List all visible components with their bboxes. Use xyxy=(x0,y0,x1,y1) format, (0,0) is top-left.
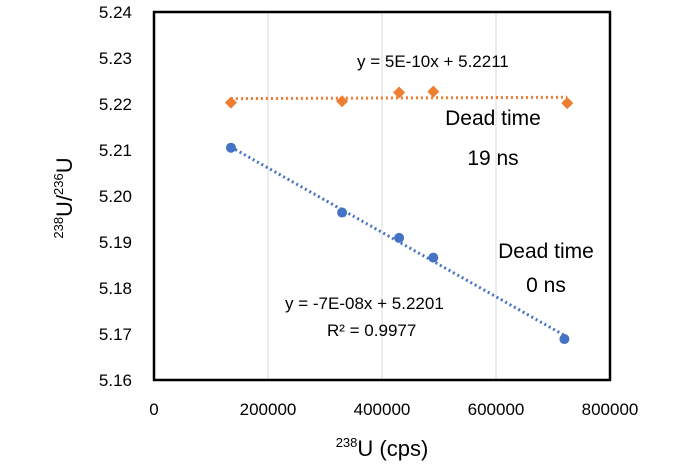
y-axis-title-main-1: U/ xyxy=(52,194,77,217)
y-axis-title-superscript-1: 238 xyxy=(51,217,66,239)
x-axis-title-superscript: 238 xyxy=(336,435,358,450)
blue-series-point xyxy=(394,232,405,243)
orange-series-trendline xyxy=(230,95,568,101)
orange-series-point xyxy=(561,97,574,110)
blue-series-label-line2: 0 ns xyxy=(526,274,566,297)
y-tick-label: 5.23 xyxy=(99,49,132,68)
y-tick-label: 5.18 xyxy=(99,279,132,298)
orange-series-label-line1: Dead time xyxy=(445,107,541,130)
x-tick-label: 800000 xyxy=(582,400,639,419)
blue-series-r-squared: R² = 0.9977 xyxy=(327,321,416,340)
tick-labels: 0 200000 400000 600000 800000 5.16 5.17 5.18 5.1… xyxy=(99,3,638,419)
blue-series-point xyxy=(337,207,348,218)
y-tick-label: 5.20 xyxy=(99,187,132,206)
orange-series-label-line2: 19 ns xyxy=(467,147,518,170)
blue-series-point xyxy=(428,252,439,263)
grid-layer xyxy=(267,12,497,380)
orange-series-point xyxy=(427,85,440,98)
x-tick-label: 600000 xyxy=(468,400,525,419)
orange-series-point xyxy=(336,95,349,108)
y-axis-title-main-2: U xyxy=(52,157,77,173)
y-tick-label: 5.17 xyxy=(99,325,132,344)
y-tick-label: 5.22 xyxy=(99,95,132,114)
blue-series-point xyxy=(559,334,570,345)
plot-area-frame xyxy=(152,10,612,382)
data-points xyxy=(224,85,574,345)
orange-series-point xyxy=(224,96,237,109)
y-axis-title: 238U/236U xyxy=(51,157,77,238)
y-tick-label: 5.21 xyxy=(99,141,132,160)
x-axis-title: 238U (cps) xyxy=(336,435,429,461)
x-tick-label: 0 xyxy=(149,400,158,419)
x-tick-label: 400000 xyxy=(354,400,411,419)
x-tick-label: 200000 xyxy=(240,400,297,419)
blue-series-point xyxy=(225,142,236,153)
y-tick-label: 5.19 xyxy=(99,233,132,252)
y-tick-label: 5.24 xyxy=(99,3,132,22)
orange-series-equation: y = 5E-10x + 5.2211 xyxy=(357,52,509,71)
blue-series-label-line1: Dead time xyxy=(498,240,594,263)
orange-series-point xyxy=(393,86,406,99)
y-axis-title-superscript-2: 236 xyxy=(51,173,66,195)
blue-series-equation: y = -7E-08x + 5.2201 xyxy=(285,294,444,313)
y-tick-label: 5.16 xyxy=(99,371,132,390)
x-axis-title-main: U (cps) xyxy=(357,436,428,461)
